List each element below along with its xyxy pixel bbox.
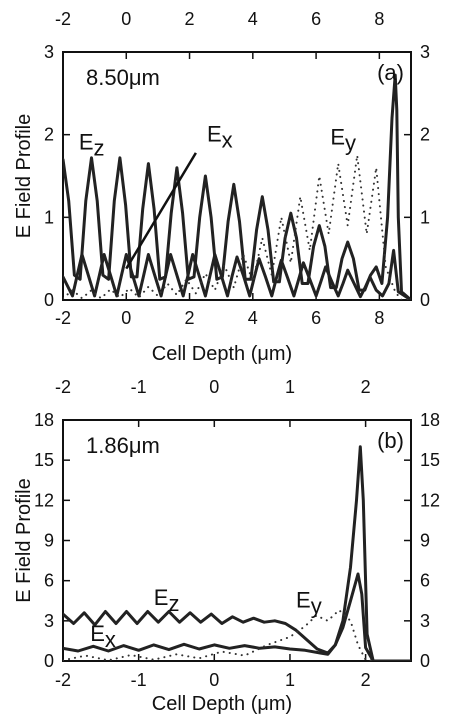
x-tick-label-bottom: 0 bbox=[209, 670, 219, 690]
y-tick-label-left: 0 bbox=[44, 651, 54, 671]
y-tick-label-right: 15 bbox=[420, 450, 440, 470]
y-tick-label-right: 2 bbox=[420, 125, 430, 145]
x-tick-label-bottom: 0 bbox=[121, 308, 131, 328]
x-axis-title: Cell Depth (μm) bbox=[152, 343, 292, 365]
x-tick-label-top: -1 bbox=[131, 377, 147, 397]
series-label: Ez bbox=[154, 585, 180, 616]
y-tick-label-left: 9 bbox=[44, 531, 54, 551]
x-tick-label-bottom: -1 bbox=[131, 670, 147, 690]
series-label-main: E bbox=[330, 125, 345, 150]
x-tick-label-top: 0 bbox=[121, 9, 131, 29]
x-tick-label-top: 1 bbox=[285, 377, 295, 397]
y-tick-label-right: 3 bbox=[420, 611, 430, 631]
y-tick-label-left: 0 bbox=[44, 290, 54, 310]
series-line-ez bbox=[63, 572, 411, 661]
wavelength-annotation: 8.50μm bbox=[86, 65, 160, 90]
series-label-sub: x bbox=[222, 127, 233, 152]
series-label: Ex bbox=[90, 621, 116, 652]
x-tick-label-bottom: 2 bbox=[361, 670, 371, 690]
plot-frame bbox=[62, 51, 412, 301]
y-tick-label-left: 3 bbox=[44, 611, 54, 631]
y-tick-label-right: 0 bbox=[420, 651, 430, 671]
x-tick-label-bottom: 2 bbox=[185, 308, 195, 328]
series-label: Ey bbox=[330, 125, 356, 156]
series-label: Ey bbox=[296, 587, 322, 618]
y-tick-label-left: 3 bbox=[44, 42, 54, 62]
x-axis-title: Cell Depth (μm) bbox=[152, 693, 292, 715]
series-line-ex bbox=[63, 248, 411, 300]
x-tick-label-top: 8 bbox=[374, 9, 384, 29]
series-label: Ez bbox=[79, 130, 105, 161]
x-tick-label-top: -2 bbox=[55, 9, 71, 29]
y-tick-label-left: 6 bbox=[44, 571, 54, 591]
ex-pointer-line bbox=[125, 152, 197, 270]
series-label-sub: y bbox=[311, 593, 322, 618]
series-label-sub: z bbox=[168, 591, 179, 616]
series-label-sub: x bbox=[105, 627, 116, 652]
series-label-main: E bbox=[154, 585, 169, 610]
y-tick-label-right: 9 bbox=[420, 531, 430, 551]
series-label-sub: y bbox=[345, 131, 356, 156]
x-tick-label-bottom: 6 bbox=[311, 308, 321, 328]
x-tick-label-bottom: -2 bbox=[55, 670, 71, 690]
x-tick-label-top: 2 bbox=[361, 377, 371, 397]
series-label-main: E bbox=[79, 130, 94, 155]
y-tick-label-right: 1 bbox=[420, 207, 430, 227]
x-tick-label-bottom: -2 bbox=[55, 308, 71, 328]
x-tick-label-top: 6 bbox=[311, 9, 321, 29]
y-axis-title: E Field Profile bbox=[13, 114, 35, 239]
series-label-main: E bbox=[296, 587, 311, 612]
x-tick-label-bottom: 4 bbox=[248, 308, 258, 328]
panel-label: (a) bbox=[377, 60, 404, 85]
x-tick-label-bottom: 1 bbox=[285, 670, 295, 690]
y-tick-label-right: 3 bbox=[420, 42, 430, 62]
y-tick-label-right: 18 bbox=[420, 410, 440, 430]
x-tick-label-top: 4 bbox=[248, 9, 258, 29]
y-tick-label-left: 18 bbox=[34, 410, 54, 430]
y-tick-label-right: 0 bbox=[420, 290, 430, 310]
series-label-main: E bbox=[90, 621, 105, 646]
series-label-sub: z bbox=[94, 136, 105, 161]
y-tick-label-left: 2 bbox=[44, 125, 54, 145]
wavelength-annotation: 1.86μm bbox=[86, 433, 160, 458]
x-tick-label-top: -2 bbox=[55, 377, 71, 397]
y-axis-title: E Field Profile bbox=[13, 478, 35, 603]
x-tick-label-top: 2 bbox=[185, 9, 195, 29]
series-line-ex bbox=[63, 445, 411, 661]
series-label-main: E bbox=[207, 121, 222, 146]
y-tick-label-left: 15 bbox=[34, 450, 54, 470]
panel-label: (b) bbox=[377, 428, 404, 453]
y-tick-label-left: 12 bbox=[34, 490, 54, 510]
x-tick-label-top: 0 bbox=[209, 377, 219, 397]
y-tick-label-right: 6 bbox=[420, 571, 430, 591]
series-label: Ex bbox=[207, 121, 233, 152]
x-tick-label-bottom: 8 bbox=[374, 308, 384, 328]
series-line-ey bbox=[63, 154, 411, 300]
y-tick-label-left: 1 bbox=[44, 207, 54, 227]
series-line-ez bbox=[63, 73, 411, 300]
y-tick-label-right: 12 bbox=[420, 490, 440, 510]
